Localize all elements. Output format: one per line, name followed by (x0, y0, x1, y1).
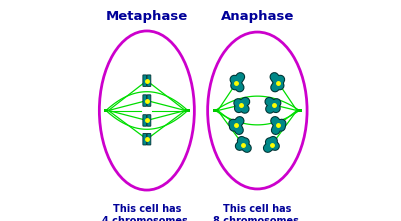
Text: Anaphase: Anaphase (220, 10, 293, 23)
Bar (296, 109, 301, 112)
Ellipse shape (207, 32, 306, 189)
Text: This cell has
4 chromosomes.: This cell has 4 chromosomes. (102, 204, 191, 221)
FancyBboxPatch shape (142, 133, 146, 145)
FancyBboxPatch shape (147, 115, 150, 126)
Bar (185, 109, 190, 112)
Ellipse shape (99, 31, 194, 190)
Text: This cell has
8 chromosomes.: This cell has 8 chromosomes. (212, 204, 302, 221)
FancyBboxPatch shape (142, 75, 146, 86)
Bar (213, 109, 217, 112)
FancyBboxPatch shape (147, 75, 150, 86)
Text: Metaphase: Metaphase (105, 10, 188, 23)
FancyBboxPatch shape (147, 95, 150, 106)
FancyBboxPatch shape (142, 95, 146, 106)
FancyBboxPatch shape (142, 115, 146, 126)
FancyBboxPatch shape (147, 133, 150, 145)
Bar (103, 109, 108, 112)
